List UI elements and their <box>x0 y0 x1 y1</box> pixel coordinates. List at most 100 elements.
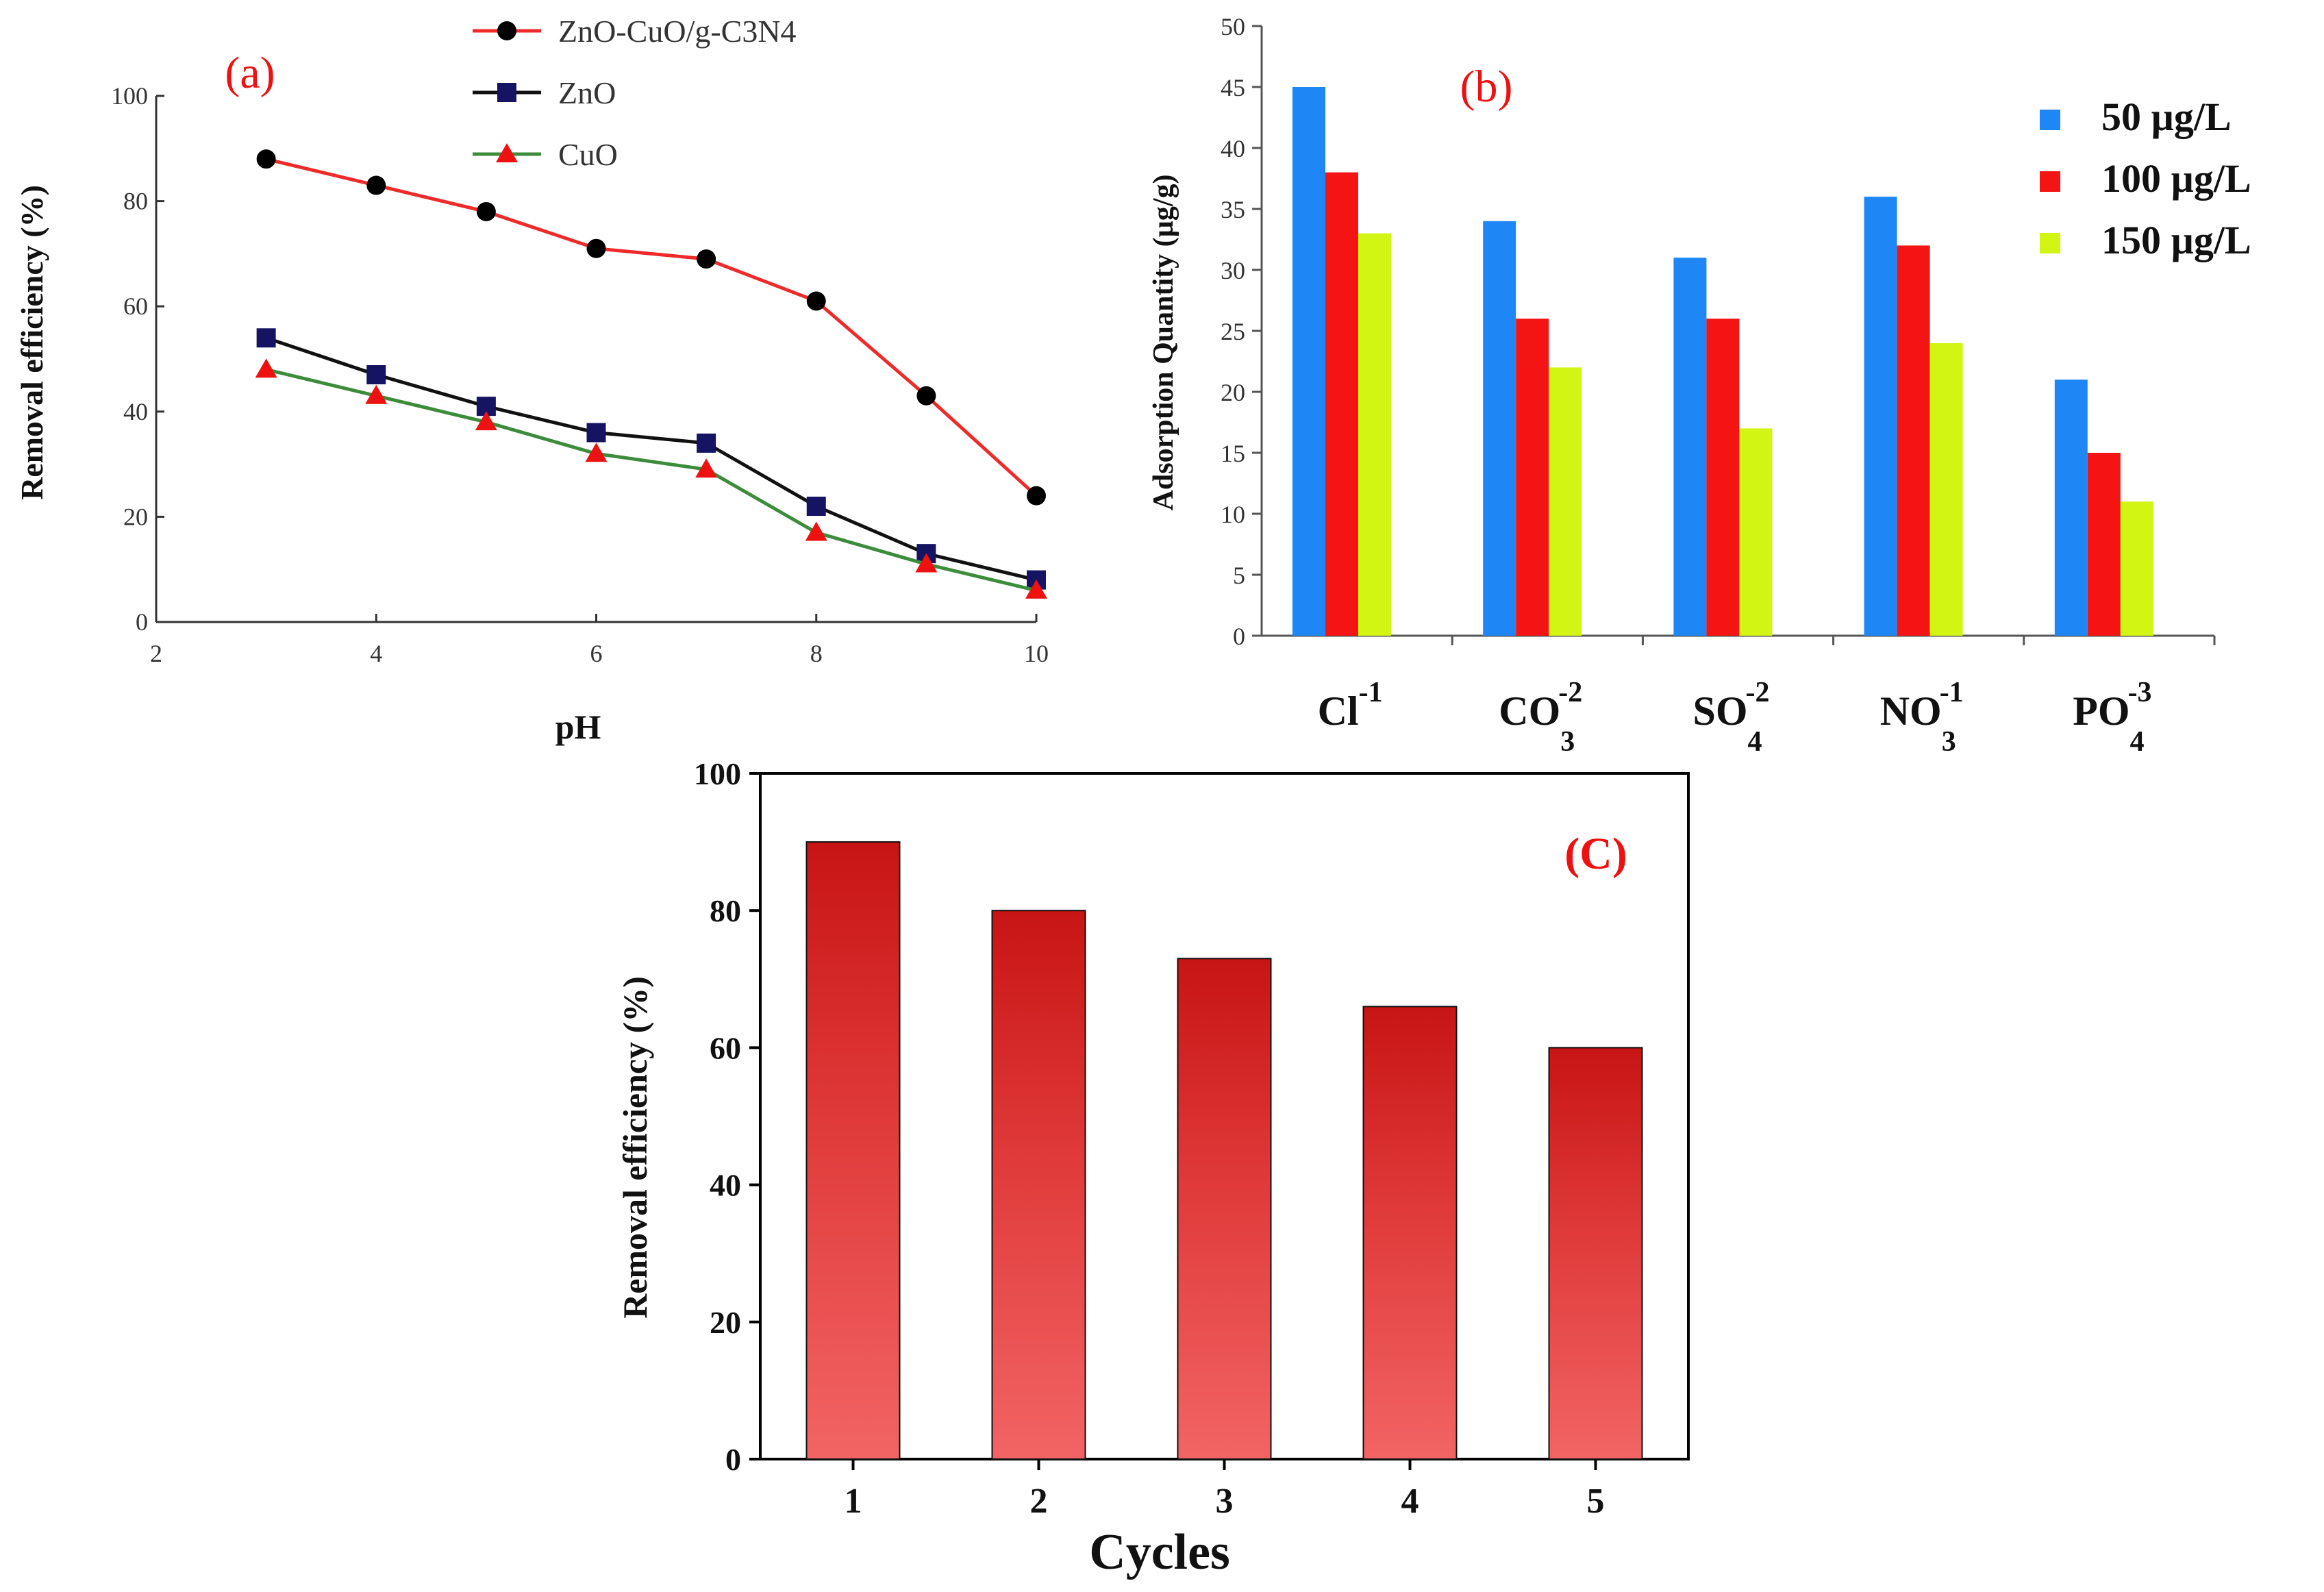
panel-c-axes: 0 20 40 60 80 100 1 2 3 4 5 <box>694 756 1690 1521</box>
panel-a-legend-marker-2 <box>496 143 518 162</box>
panel-b-y-tick-label: 15 <box>1221 440 1245 467</box>
panel-c-bar <box>1362 1006 1458 1460</box>
panel-b-category-base: NO <box>1880 688 1942 734</box>
panel-a-series-2-point <box>255 358 277 378</box>
panel-b-legend-swatch-1 <box>2040 171 2060 192</box>
panel-a-series-2-point <box>1025 579 1047 599</box>
panel-a-x-tick-label: 10 <box>1024 640 1049 667</box>
panel-a-series-line-1 <box>265 336 1037 582</box>
panel-a-x-axis-title: pH <box>555 708 601 746</box>
panel-a-series-1-point <box>586 423 606 443</box>
panel-b-category-superscript: -2 <box>1746 677 1770 708</box>
panel-b-bar <box>2087 453 2121 636</box>
panel-b-y-tick-label: 10 <box>1221 501 1245 528</box>
panel-a-series <box>255 149 1047 599</box>
panel-a-x-tick-label: 6 <box>590 640 603 667</box>
panel-c-y-tick-label: 80 <box>710 893 741 928</box>
panel-b-bar <box>1706 319 1740 636</box>
panel-a-series-1-point <box>697 433 716 453</box>
panel-b-bar <box>1929 343 1963 636</box>
panel-a-legend: ZnO-CuO/g-C3N4 ZnO CuO <box>473 14 797 172</box>
panel-b-category-superscript: -2 <box>1558 677 1582 708</box>
panel-a-legend-label-1: ZnO <box>558 75 616 110</box>
panel-b-category-base: PO <box>2073 688 2129 734</box>
panel-a-series-0-point <box>256 149 276 169</box>
panel-a-y-tick-label: 0 <box>136 608 148 636</box>
panel-a-legend-marker-1 <box>497 83 516 102</box>
panel-a-series-2-point <box>695 458 718 478</box>
panel-b-y-tick-label: 35 <box>1221 196 1245 223</box>
panel-b-category-superscript: -3 <box>2128 677 2152 708</box>
panel-b-y-tick-label: 40 <box>1221 135 1245 162</box>
panel-a-series-0-point <box>476 201 496 221</box>
panel-b-y-tick-label: 5 <box>1233 562 1245 589</box>
panel-c-x-tick-label: 5 <box>1587 1482 1605 1521</box>
panel-a-y-tick-label: 100 <box>111 82 148 110</box>
panel-a-axes: 0 20 40 60 80 100 2 4 6 8 10 <box>111 82 1049 667</box>
panel-b-legend-label-1: 100 µg/L <box>2101 156 2251 201</box>
panel-c-bar <box>991 910 1086 1460</box>
panel-b-category-subscript: 4 <box>1748 726 1762 758</box>
panel-a-series-0-point <box>916 386 936 406</box>
panel-b-bars <box>1292 87 2153 636</box>
panel-b-category-base: CO <box>1499 688 1560 734</box>
panel-b-category-superscript: -1 <box>1359 677 1383 708</box>
panel-b-bar <box>1483 221 1516 636</box>
panel-a-series-2-point <box>915 553 938 573</box>
panel-a-series-2-point <box>365 384 388 404</box>
panel-b-legend: 50 µg/L 100 µg/L 150 µg/L <box>2040 95 2251 262</box>
panel-a-series-1-point <box>256 328 276 348</box>
panel-c-bar <box>1548 1047 1643 1460</box>
panel-b-bar <box>1516 319 1549 636</box>
panel-a-legend-label-0: ZnO-CuO/g-C3N4 <box>558 14 797 49</box>
panel-c-bars <box>805 841 1643 1460</box>
panel-b-y-axis-title: Adsorption Quantity (µg/g) <box>1148 175 1179 511</box>
panel-b-bar <box>1897 245 1930 636</box>
panel-b-category-label: PO4 -3 <box>2073 677 2151 758</box>
panel-b-bar <box>1739 428 1773 636</box>
panel-b-bar <box>1325 172 1358 636</box>
panel-a-y-tick-label: 80 <box>123 188 148 215</box>
panel-b-category-subscript: 4 <box>2130 726 2145 758</box>
panel-b-y-tick-label: 30 <box>1221 257 1245 284</box>
panel-c-y-axis-title: Removal efficiency (%) <box>616 976 654 1319</box>
panel-c-y-tick-label: 100 <box>694 756 741 791</box>
panel-a-series-0-point <box>586 238 606 258</box>
panel-b-bar <box>1864 197 1897 636</box>
panel-c-bar-chart: 0 20 40 60 80 100 1 2 3 4 5 (C) Cycles Removal eff… <box>616 756 1690 1580</box>
panel-c-y-tick-label: 60 <box>710 1030 741 1065</box>
panel-b-legend-swatch-0 <box>2040 110 2060 130</box>
panel-a-series-2-point <box>585 443 608 462</box>
panel-c-x-axis-title: Cycles <box>1089 1524 1230 1580</box>
panel-b-y-tick-label: 0 <box>1233 623 1245 650</box>
panel-b-category-subscript: 3 <box>1560 726 1575 758</box>
panel-a-y-axis-title: Removal efficiency (%) <box>14 185 49 500</box>
panel-a-y-tick-label: 60 <box>123 293 148 320</box>
panel-b-category-label: Cl-1 <box>1318 677 1383 734</box>
panel-c-label: (C) <box>1564 829 1627 879</box>
panel-b-y-tick-label: 25 <box>1221 318 1245 345</box>
panel-c-y-tick-label: 40 <box>710 1168 741 1203</box>
panel-b-category-subscript: 3 <box>1942 726 1956 758</box>
panel-c-x-tick-label: 1 <box>845 1482 862 1521</box>
panel-a-x-tick-label: 4 <box>370 640 382 667</box>
panel-b-category-label: SO4 -2 <box>1692 677 1769 758</box>
panel-b-y-tick-label: 45 <box>1221 74 1245 101</box>
panel-b-legend-label-0: 50 µg/L <box>2101 95 2232 139</box>
panel-b-category-base: SO <box>1692 688 1747 734</box>
panel-a-series-line-2 <box>266 367 1037 593</box>
panel-b-label: (b) <box>1460 62 1513 112</box>
panel-b-bar <box>1673 258 1707 636</box>
panel-b-bar <box>2054 380 2088 636</box>
panel-c-bar <box>1177 958 1272 1460</box>
panel-b-legend-label-2: 150 µg/L <box>2101 218 2251 262</box>
panel-a-y-tick-label: 20 <box>123 503 148 530</box>
panel-a-x-tick-label: 2 <box>150 640 162 667</box>
panel-a-series-0-point <box>806 291 826 311</box>
panel-c-x-tick-label: 3 <box>1216 1482 1234 1521</box>
panel-a-series-2-point <box>475 411 497 431</box>
panel-b-y-tick-label: 20 <box>1221 379 1245 406</box>
